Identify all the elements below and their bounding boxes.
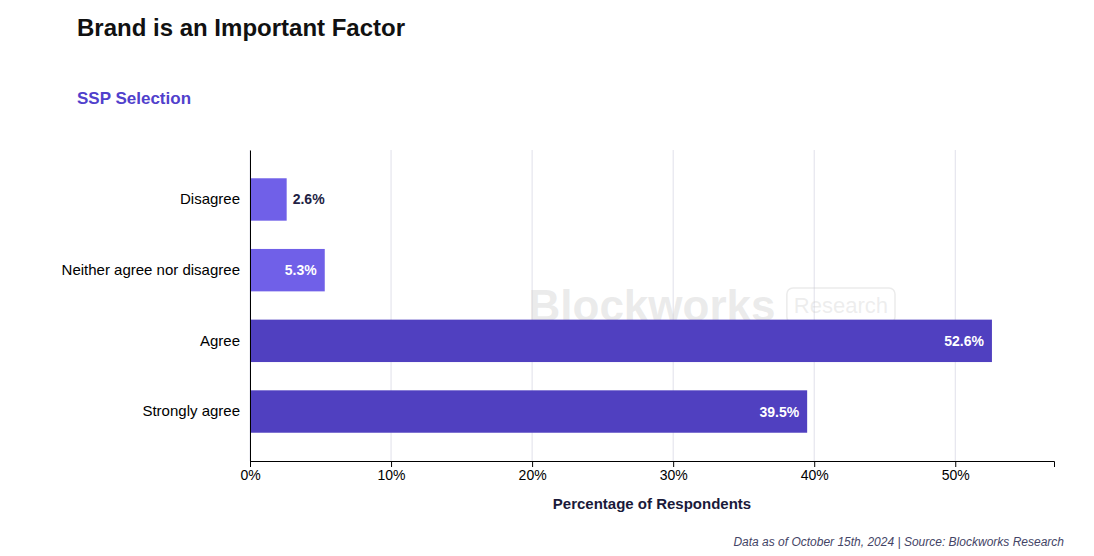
x-tick-label: 10% bbox=[378, 467, 406, 483]
y-axis-line bbox=[250, 151, 251, 462]
y-tick: Agree bbox=[200, 332, 240, 349]
title: Brand is an Important Factor bbox=[77, 14, 405, 41]
x-tick-label: 30% bbox=[660, 467, 688, 483]
grid-line bbox=[250, 150, 251, 461]
data-label: 39.5% bbox=[759, 404, 799, 420]
chart: Brand is an Important Factor SSP Selectio… bbox=[0, 0, 1094, 556]
x-tick: 0% bbox=[240, 461, 260, 483]
x-axis: 0% 10% 20% 30% 40% 50% bbox=[240, 461, 1054, 483]
bar bbox=[250, 320, 992, 362]
x-tick: 30% bbox=[660, 461, 688, 483]
bars bbox=[250, 178, 992, 432]
x-tick: 10% bbox=[378, 461, 406, 483]
y-tick: Disagree bbox=[180, 190, 240, 207]
x-tick-label: 20% bbox=[519, 467, 547, 483]
y-tick: Neither agree nor disagree bbox=[62, 261, 240, 278]
x-tick-label: 40% bbox=[801, 467, 829, 483]
x-tick-label: 0% bbox=[240, 467, 260, 483]
data-label: 52.6% bbox=[944, 333, 984, 349]
grid-line bbox=[814, 150, 815, 461]
watermark-box bbox=[787, 288, 895, 323]
data-labels: 39.5% 52.6% 5.3% 2.6% bbox=[285, 191, 985, 419]
grid-line bbox=[955, 150, 956, 461]
y-tick-label: Neither agree nor disagree bbox=[62, 261, 240, 278]
y-tick-label: Disagree bbox=[180, 190, 240, 207]
x-axis-line bbox=[251, 462, 1055, 468]
y-tick-label: Agree bbox=[200, 332, 240, 349]
grid bbox=[250, 150, 955, 461]
watermark-text: Research bbox=[794, 293, 888, 318]
subtitle: SSP Selection bbox=[77, 89, 191, 108]
y-tick: Strongly agree bbox=[142, 402, 240, 419]
x-tick: 20% bbox=[519, 461, 547, 483]
y-axis: Strongly agree Agree Neither agree nor dis… bbox=[62, 151, 251, 462]
x-tick-label: 50% bbox=[942, 467, 970, 483]
data-label: 5.3% bbox=[285, 262, 317, 278]
data-label: 2.6% bbox=[293, 191, 325, 207]
plot: BlockworksResearch0%10%20%30%40%50%Stron… bbox=[62, 150, 1055, 483]
x-tick: 50% bbox=[942, 461, 970, 483]
bar bbox=[250, 390, 807, 432]
bar bbox=[250, 178, 287, 220]
x-tick: 40% bbox=[801, 461, 829, 483]
y-tick-label: Strongly agree bbox=[142, 402, 240, 419]
bar bbox=[250, 249, 325, 291]
footnote: Data as of October 15th, 2024 | Source: … bbox=[733, 535, 1064, 549]
x-axis-title: Percentage of Respondents bbox=[553, 495, 751, 512]
